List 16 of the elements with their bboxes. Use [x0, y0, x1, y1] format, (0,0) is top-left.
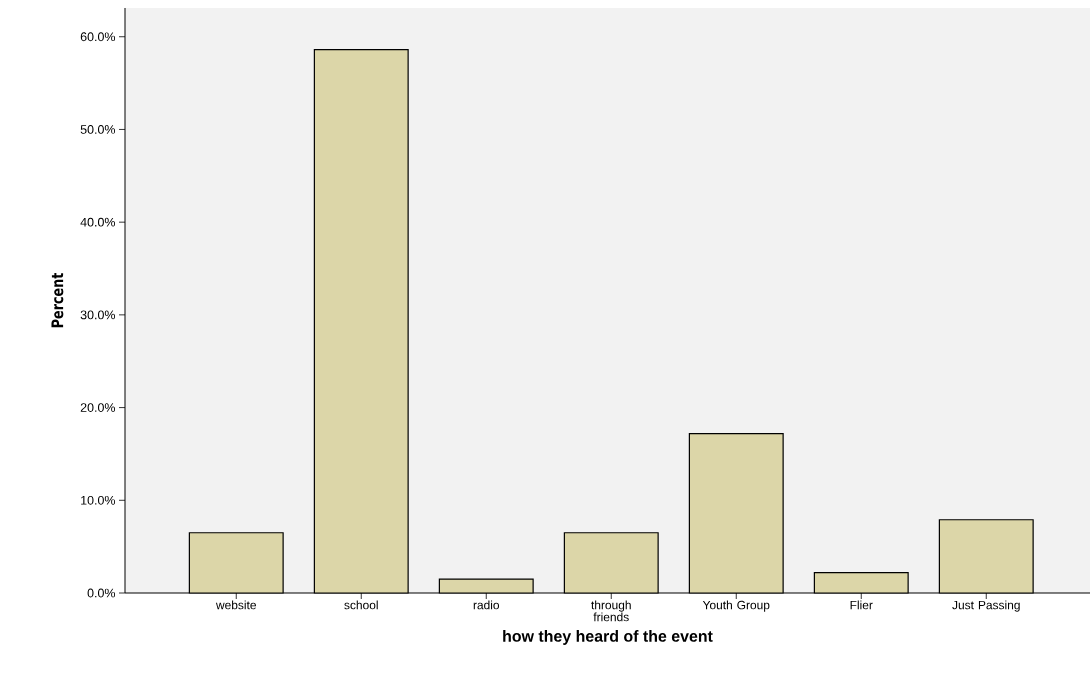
- y-tick-label: 60.0%: [80, 32, 116, 42]
- y-tick-label: 10.0%: [81, 495, 116, 505]
- y-tick-label: 50.0%: [80, 125, 116, 134]
- y-axis-title: Percent: [51, 272, 64, 328]
- y-tick-label: 30.0%: [80, 310, 116, 320]
- x-tick-label: radio: [473, 600, 500, 610]
- x-tick-label: school: [344, 600, 378, 610]
- x-tick-label: Youth Group: [702, 600, 770, 612]
- x-tick-label: Flier: [850, 600, 873, 610]
- x-tick-label: through friends: [591, 600, 631, 622]
- y-tick-label: 40.0%: [80, 217, 116, 227]
- x-tick-label: website: [215, 600, 256, 610]
- x-tick-label: Just Passing: [952, 600, 1020, 612]
- x-axis-title: how they heard of the event: [503, 630, 713, 645]
- y-tick-label: 20.0%: [80, 403, 116, 412]
- y-tick-label: 0.0%: [87, 588, 116, 598]
